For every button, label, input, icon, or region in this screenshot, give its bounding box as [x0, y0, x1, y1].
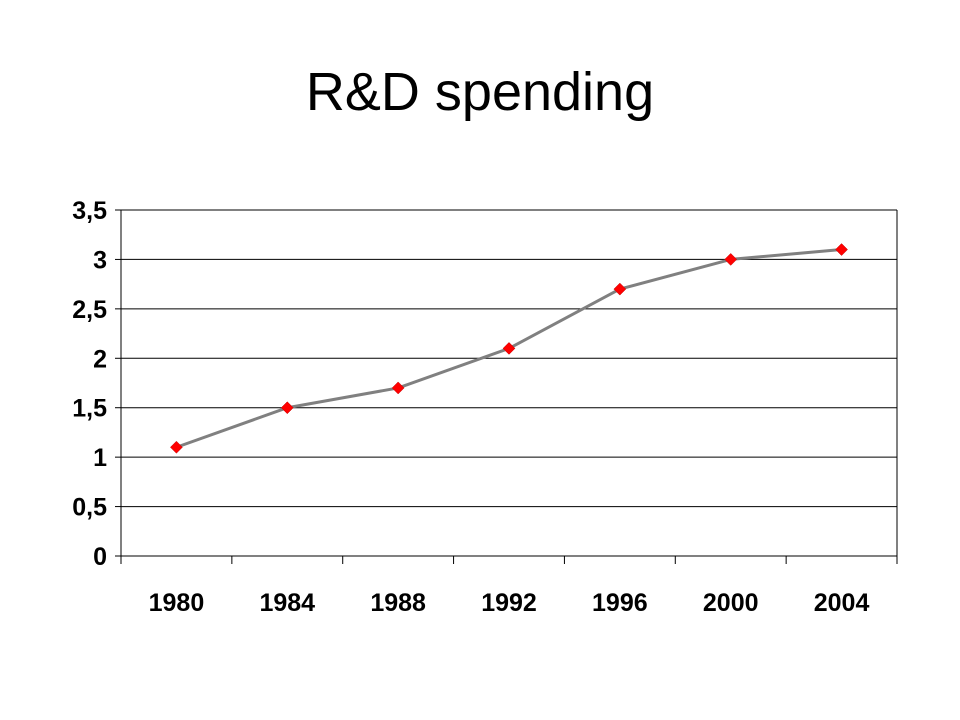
- data-point: [613, 282, 627, 296]
- data-point: [391, 381, 405, 395]
- y-tick-label: 0: [93, 543, 107, 571]
- data-point: [835, 243, 848, 256]
- x-tick-label: 1980: [149, 589, 205, 617]
- y-tick-label: 1,5: [72, 395, 107, 423]
- y-tick-label: 3: [93, 246, 107, 274]
- y-tick-label: 1: [93, 444, 107, 472]
- x-tick-label: 2000: [703, 589, 759, 617]
- page-title: R&D spending: [305, 62, 655, 122]
- x-tick-label: 2004: [814, 589, 870, 617]
- x-tick-label: 1992: [481, 589, 537, 617]
- x-tick-label: 1996: [592, 589, 648, 617]
- x-tick-label: 1988: [370, 589, 426, 617]
- data-point: [502, 342, 516, 355]
- x-tick-label: 1984: [259, 589, 315, 617]
- series: [170, 243, 848, 454]
- data-point: [724, 253, 738, 266]
- y-tick-labels: 0 0,5 1 1,5 2 2,5 3 3,5: [72, 197, 107, 571]
- y-tick-label: 3,5: [72, 197, 107, 225]
- y-tick-label: 2,5: [72, 296, 107, 324]
- axes: [115, 209, 898, 564]
- data-point: [280, 401, 294, 415]
- x-tick-labels: 1980 1984 1988 1992 1996 2000 2004: [149, 589, 870, 617]
- y-tick-label: 0,5: [72, 494, 107, 522]
- y-tick-label: 2: [93, 345, 107, 373]
- gridlines: [121, 209, 897, 508]
- data-point: [170, 440, 183, 454]
